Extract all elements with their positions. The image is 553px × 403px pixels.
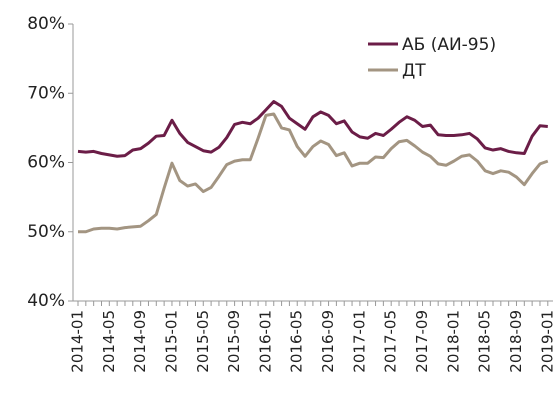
x-tick-label: 2014-09 xyxy=(131,310,149,373)
y-tick-label: 80% xyxy=(27,14,65,34)
x-tick-label: 2017-05 xyxy=(382,310,400,373)
x-tick-label: 2015-09 xyxy=(225,310,243,373)
legend-label: АБ (АИ-95) xyxy=(402,35,496,55)
y-tick-label: 70% xyxy=(27,83,65,103)
series-line xyxy=(78,112,549,234)
x-tick-label: 2016-05 xyxy=(288,310,306,373)
x-tick-label: 2017-09 xyxy=(413,310,431,373)
x-tick-label: 2015-05 xyxy=(194,310,212,373)
y-tick-label: 60% xyxy=(27,153,65,173)
x-tick-label: 2016-09 xyxy=(319,310,337,373)
x-tick-label: 2017-01 xyxy=(350,310,368,373)
x-tick-label: 2015-01 xyxy=(162,310,180,373)
x-tick-label: 2019-01 xyxy=(538,310,553,373)
y-tick-label: 40% xyxy=(27,291,65,311)
x-tick-label: 2014-05 xyxy=(100,310,118,373)
x-tick-label: 2018-01 xyxy=(444,310,462,373)
x-tick-label: 2016-01 xyxy=(256,310,274,373)
y-tick-label: 50% xyxy=(27,222,65,242)
legend-label: ДТ xyxy=(402,61,426,81)
x-tick-label: 2014-01 xyxy=(69,310,87,373)
x-tick-label: 2018-09 xyxy=(507,310,525,373)
x-tick-label: 2018-05 xyxy=(476,310,494,373)
series-line xyxy=(77,100,548,158)
